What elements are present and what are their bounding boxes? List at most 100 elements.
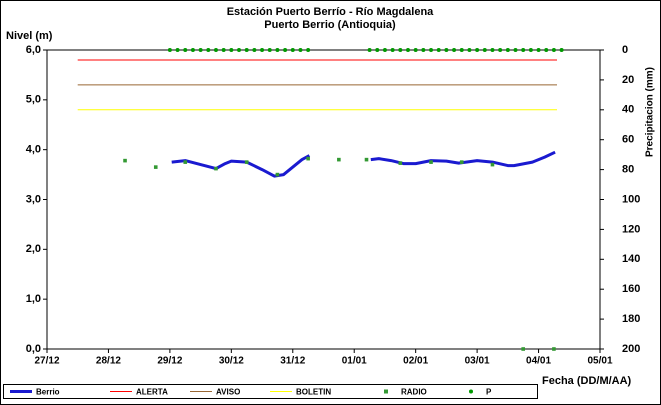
p-point: [390, 48, 395, 52]
radio-point: [552, 347, 556, 351]
legend-label: P: [486, 388, 492, 397]
y-tick-label: 6,0: [26, 44, 41, 56]
y-tick-label: 5,0: [26, 94, 41, 106]
p-point: [283, 48, 288, 52]
y-axis-label: Nivel (m): [6, 30, 53, 42]
y-tick-label: 0,0: [26, 343, 41, 355]
p-point: [482, 48, 487, 52]
x-axis-label: Fecha (DD/M/AA): [542, 375, 632, 387]
p-point: [175, 48, 180, 52]
p-point: [367, 48, 372, 52]
p-point: [229, 48, 234, 52]
legend-label: ALERTA: [136, 388, 168, 397]
y2-tick-label: 180: [622, 313, 640, 325]
y-tick-label: 3,0: [26, 193, 41, 205]
radio-point: [521, 347, 525, 351]
radio-point: [459, 160, 464, 164]
p-point: [183, 48, 188, 52]
y2-tick-label: 80: [622, 164, 634, 176]
x-tick-label: 02/01: [403, 356, 428, 367]
p-point: [528, 48, 533, 52]
y2-tick-label: 60: [622, 134, 634, 146]
x-tick-label: 04/01: [526, 356, 551, 367]
p-point: [213, 48, 218, 52]
radio-point: [364, 157, 369, 162]
x-tick-label: 31/12: [280, 356, 305, 367]
p-point: [252, 48, 257, 52]
p-point: [498, 48, 503, 52]
p-point: [382, 48, 387, 52]
p-point: [490, 48, 495, 52]
p-point: [459, 48, 464, 52]
p-point: [467, 48, 472, 52]
y-tick-label: 1,0: [26, 293, 41, 305]
series-line: [370, 150, 556, 168]
y2-tick-label: 100: [622, 193, 640, 205]
p-point: [306, 48, 311, 52]
radio-point: [429, 160, 433, 164]
x-tick-label: 27/12: [34, 356, 59, 367]
p-point: [190, 48, 195, 52]
p-point: [221, 48, 226, 52]
y2-tick-label: 120: [622, 223, 640, 235]
chart-title: Estación Puerto Berrío - Río Magdalena: [227, 6, 434, 18]
radio-point: [306, 156, 310, 161]
p-point: [475, 48, 480, 52]
radio-point: [123, 158, 127, 163]
legend-swatch: [384, 389, 388, 394]
p-point: [536, 48, 541, 52]
legend-label: BOLETIN: [296, 388, 331, 397]
x-tick-label: 05/01: [587, 356, 612, 367]
p-point: [167, 48, 172, 52]
radio-point: [490, 162, 495, 167]
x-tick-label: 28/12: [96, 356, 121, 367]
p-point: [544, 48, 549, 52]
y-tick-label: 4,0: [26, 144, 41, 156]
x-tick-label: 03/01: [465, 356, 490, 367]
radio-point: [183, 160, 188, 164]
p-point: [429, 48, 434, 52]
p-point: [237, 48, 242, 52]
x-tick-label: 30/12: [219, 356, 244, 367]
radio-point: [275, 172, 280, 177]
p-point: [260, 48, 265, 52]
y2-tick-label: 0: [622, 44, 628, 56]
legend-label: AVISO: [216, 388, 240, 397]
p-point: [244, 48, 249, 52]
p-point: [375, 48, 380, 52]
y2-tick-label: 20: [622, 74, 634, 86]
p-point: [267, 48, 272, 52]
chart-subtitle: Puerto Berrio (Antioquia): [264, 19, 396, 31]
radio-point: [398, 161, 403, 165]
y2-tick-label: 140: [622, 253, 640, 265]
p-point: [413, 48, 418, 52]
y-tick-label: 2,0: [26, 243, 41, 255]
p-point: [559, 48, 564, 52]
p-point: [298, 48, 303, 52]
legend-label: Berrio: [36, 388, 60, 397]
radio-point: [244, 160, 249, 164]
radio-point: [153, 165, 158, 169]
p-point: [290, 48, 295, 52]
y2-axis-label: Precipitacion (mm): [645, 67, 656, 157]
radio-point: [214, 166, 218, 171]
legend-label: RADIO: [401, 388, 427, 397]
p-point: [421, 48, 426, 52]
p-point: [405, 48, 410, 52]
p-point: [398, 48, 403, 52]
y2-tick-label: 160: [622, 283, 640, 295]
y2-tick-label: 200: [622, 343, 640, 355]
p-point: [551, 48, 556, 52]
x-tick-label: 01/01: [342, 356, 367, 367]
p-point: [513, 48, 518, 52]
y2-tick-label: 40: [622, 104, 634, 116]
p-point: [521, 48, 526, 52]
p-point: [444, 48, 449, 52]
p-point: [505, 48, 510, 52]
legend-swatch: [469, 389, 473, 394]
radio-point: [337, 157, 341, 162]
p-point: [206, 48, 211, 52]
x-tick-label: 29/12: [157, 356, 182, 367]
